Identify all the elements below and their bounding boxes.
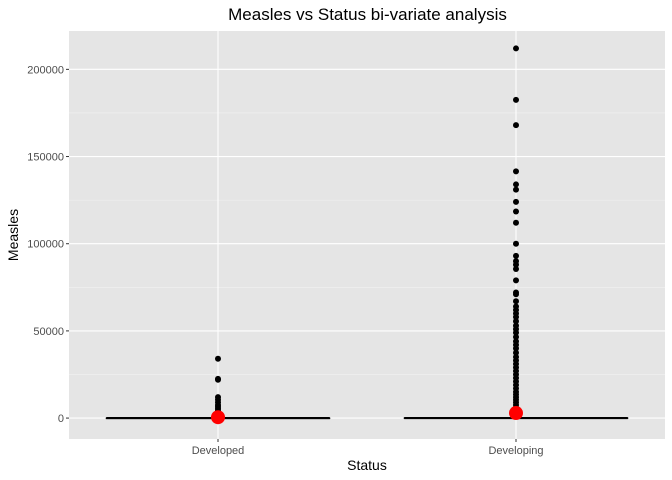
outlier-point (513, 334, 519, 340)
outlier-point (513, 291, 519, 298)
x-axis-label: Status (347, 457, 387, 473)
outlier-point (513, 240, 519, 247)
y-tick-label: 150000 (27, 152, 64, 164)
outlier-point (513, 208, 519, 215)
y-tick-label: 100000 (27, 239, 64, 251)
outlier-point (513, 313, 519, 320)
mean-point (211, 410, 225, 425)
box-developed (105, 355, 331, 425)
outlier-point (513, 261, 519, 268)
outlier-point (513, 266, 519, 272)
box-developing (403, 45, 629, 421)
outlier-point (513, 168, 519, 175)
outlier-point (513, 198, 519, 205)
y-axis-label: Measles (5, 209, 21, 261)
y-axis-ticks: 0 50000 100000 150000 200000 (27, 64, 69, 425)
y-tick-label: 50000 (33, 326, 64, 338)
chart-title: Measles vs Status bi-variate analysis (228, 5, 507, 24)
outlier-point (513, 45, 519, 52)
outlier-point (513, 252, 519, 259)
outlier-point (513, 96, 519, 103)
outlier-point (513, 329, 519, 336)
x-axis-ticks: Developed Developing (192, 439, 544, 457)
x-tick-label: Developed (192, 445, 245, 457)
outlier-point (215, 376, 221, 383)
box-series (105, 45, 629, 425)
mean-point (509, 406, 523, 421)
outlier-point (513, 277, 519, 284)
outlier-point (513, 181, 519, 188)
outlier-point (513, 318, 519, 325)
y-tick-label: 0 (58, 413, 64, 425)
plot-panel (69, 31, 665, 439)
y-tick-label: 200000 (27, 64, 64, 76)
outlier-point (513, 219, 519, 226)
outlier-point (215, 355, 221, 362)
outlier-point (513, 298, 519, 305)
outlier-point (513, 345, 519, 352)
outlier-point (513, 186, 519, 193)
outlier-point (513, 122, 519, 129)
outlier-point (513, 349, 519, 356)
x-tick-label: Developing (488, 445, 543, 457)
